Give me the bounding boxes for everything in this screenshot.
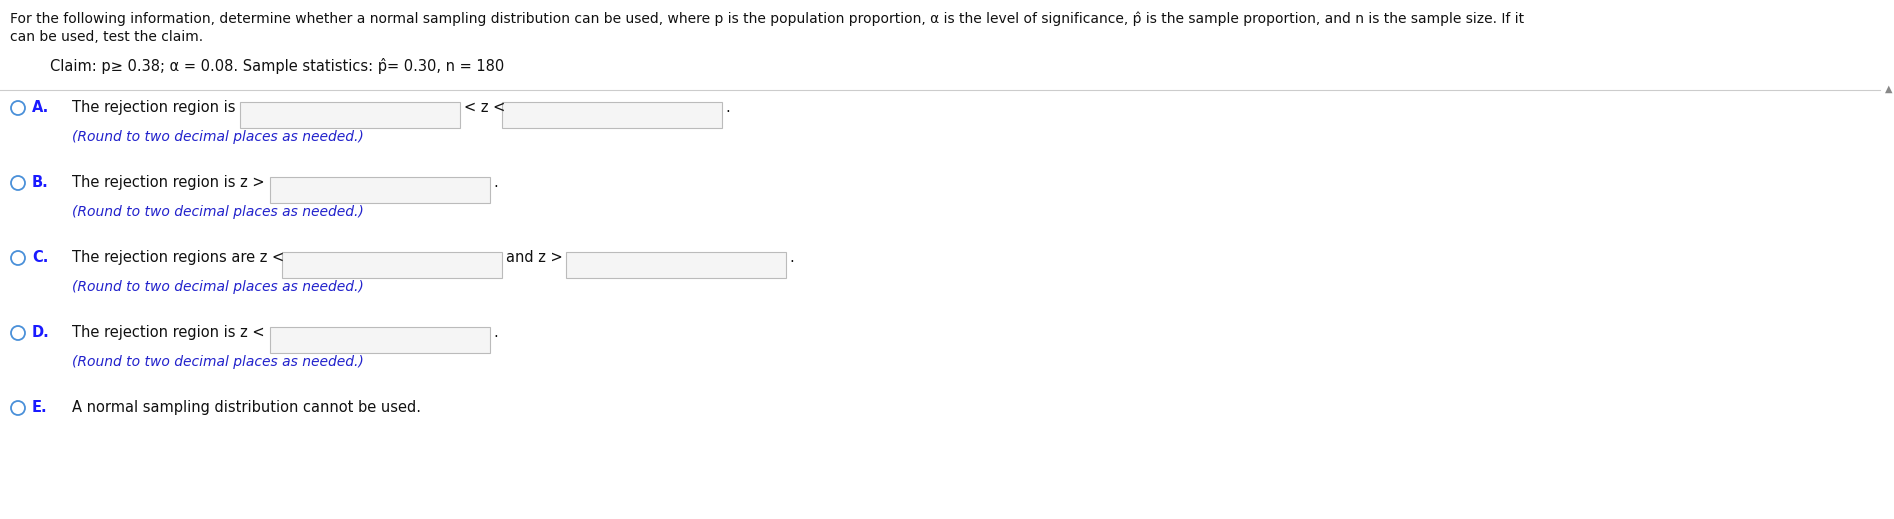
Text: and z >: and z > xyxy=(506,250,563,265)
Text: A normal sampling distribution cannot be used.: A normal sampling distribution cannot be… xyxy=(72,400,420,415)
Text: Claim: p≥ 0.38; α = 0.08. Sample statistics: p̂= 0.30, n = 180: Claim: p≥ 0.38; α = 0.08. Sample statist… xyxy=(49,58,504,74)
Text: .: . xyxy=(492,175,498,190)
Text: ▲: ▲ xyxy=(1885,84,1892,94)
Text: For the following information, determine whether a normal sampling distribution : For the following information, determine… xyxy=(9,12,1525,26)
Text: (Round to two decimal places as needed.): (Round to two decimal places as needed.) xyxy=(72,205,364,219)
Text: .: . xyxy=(790,250,794,265)
Text: The rejection region is z <: The rejection region is z < xyxy=(72,325,265,340)
Text: (Round to two decimal places as needed.): (Round to two decimal places as needed.) xyxy=(72,280,364,294)
Text: C.: C. xyxy=(32,250,49,265)
Text: .: . xyxy=(725,100,729,115)
Text: (Round to two decimal places as needed.): (Round to two decimal places as needed.) xyxy=(72,130,364,144)
FancyBboxPatch shape xyxy=(271,177,491,203)
Text: B.: B. xyxy=(32,175,49,190)
FancyBboxPatch shape xyxy=(282,252,502,278)
Text: D.: D. xyxy=(32,325,49,340)
Text: < z <: < z < xyxy=(464,100,506,115)
Text: A.: A. xyxy=(32,100,49,115)
FancyBboxPatch shape xyxy=(271,327,491,353)
Text: can be used, test the claim.: can be used, test the claim. xyxy=(9,30,203,44)
FancyBboxPatch shape xyxy=(241,102,460,128)
Text: (Round to two decimal places as needed.): (Round to two decimal places as needed.) xyxy=(72,355,364,369)
Text: The rejection regions are z <: The rejection regions are z < xyxy=(72,250,284,265)
Text: E.: E. xyxy=(32,400,47,415)
Text: .: . xyxy=(492,325,498,340)
FancyBboxPatch shape xyxy=(502,102,722,128)
Text: The rejection region is z >: The rejection region is z > xyxy=(72,175,265,190)
Text: The rejection region is: The rejection region is xyxy=(72,100,235,115)
FancyBboxPatch shape xyxy=(566,252,786,278)
